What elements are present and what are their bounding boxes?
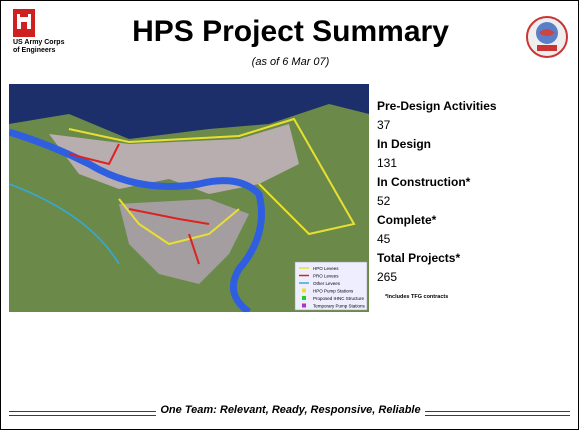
legend-label: Temporary Pump Stations <box>313 303 366 308</box>
stat-label: In Design <box>377 135 497 154</box>
subtitle: (as of 6 Mar 07) <box>1 56 579 68</box>
hps-logo <box>525 15 569 59</box>
stat-value: 52 <box>377 192 497 211</box>
map: HPO Levees PRO Levees Other Levees HPO Pump… <box>9 84 369 312</box>
slide: US Army Corps of Engineers HPS Project S… <box>0 0 579 430</box>
legend-symbol <box>302 296 306 300</box>
legend-label: HPO Levees <box>313 266 339 271</box>
stat-value: 265 <box>377 268 497 287</box>
footer-text: One Team: Relevant, Ready, Responsive, R… <box>156 404 424 416</box>
stat-value: 45 <box>377 230 497 249</box>
stat-value: 37 <box>377 116 497 135</box>
stat-label: Total Projects* <box>377 249 497 268</box>
stat-label: In Construction* <box>377 173 497 192</box>
title: HPS Project Summary <box>1 15 579 49</box>
legend-label: Proposed IHNC Structure <box>313 296 365 301</box>
stat-label: Complete* <box>377 211 497 230</box>
legend-label: Other Levees <box>313 281 341 286</box>
stat-label: Pre-Design Activities <box>377 97 497 116</box>
legend-symbol <box>302 304 306 308</box>
legend-symbol <box>302 289 306 293</box>
footnote: *Includes TFG contracts <box>385 294 448 300</box>
stat-value: 131 <box>377 154 497 173</box>
legend-label: PRO Levees <box>313 273 339 278</box>
legend-label: HPO Pump Stations <box>313 288 354 293</box>
footer: One Team: Relevant, Ready, Responsive, R… <box>1 404 579 416</box>
